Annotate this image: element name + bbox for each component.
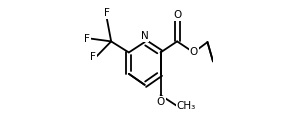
Text: O: O xyxy=(190,47,198,57)
Text: F: F xyxy=(84,34,90,44)
Text: CH₃: CH₃ xyxy=(177,101,196,111)
Text: F: F xyxy=(104,8,110,18)
Text: F: F xyxy=(90,52,96,62)
Text: N: N xyxy=(141,31,149,41)
Text: O: O xyxy=(156,97,165,107)
Text: O: O xyxy=(173,10,181,20)
